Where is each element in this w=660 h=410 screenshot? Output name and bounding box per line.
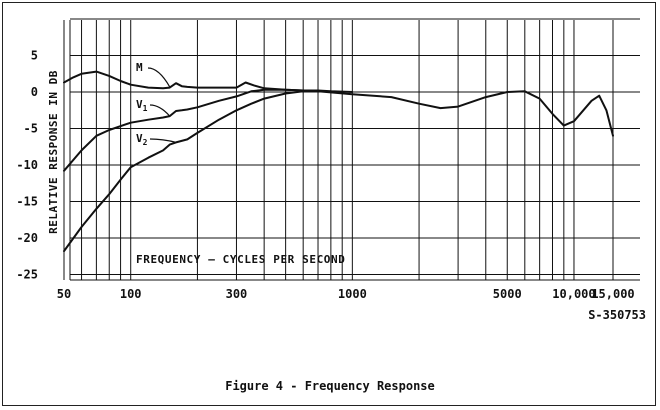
series-label-v2: V2 (136, 132, 148, 147)
y-tick-label: 5 (31, 49, 38, 63)
y-tick-label: -15 (16, 195, 38, 209)
x-tick-label: 300 (226, 287, 248, 301)
x-tick-label: 1000 (338, 287, 367, 301)
y-axis-label: RELATIVE RESPONSE IN DB (47, 70, 60, 234)
x-tick-label: 50 (57, 287, 71, 301)
x-axis-label: FREQUENCY — CYCLES PER SECOND (136, 253, 345, 266)
figure-border (2, 2, 656, 406)
grid (63, 18, 640, 281)
series-curves (63, 70, 614, 253)
series-labels: M V1 V2 (136, 61, 177, 147)
y-tick-label: 0 (31, 85, 38, 99)
figure-caption: Figure 4 - Frequency Response (225, 379, 435, 393)
series-label-v1: V1 (136, 98, 148, 113)
x-tick-label: 100 (120, 287, 142, 301)
label-leader-line (149, 138, 177, 143)
y-tick-label: -10 (16, 158, 38, 172)
y-tick-label: -25 (16, 268, 38, 282)
label-leader-line (149, 104, 171, 117)
label-leader-line (147, 67, 171, 88)
reference-code: S-350753 (588, 308, 646, 322)
series-line-m (63, 70, 354, 93)
x-tick-label: 15,000 (591, 287, 634, 301)
series-line-v2 (63, 89, 319, 253)
x-tick-label: 10,000 (552, 287, 595, 301)
x-tick-label: 5000 (493, 287, 522, 301)
y-tick-label: -20 (16, 231, 38, 245)
y-tick-label: -5 (24, 122, 38, 136)
series-label-m: M (136, 61, 143, 74)
